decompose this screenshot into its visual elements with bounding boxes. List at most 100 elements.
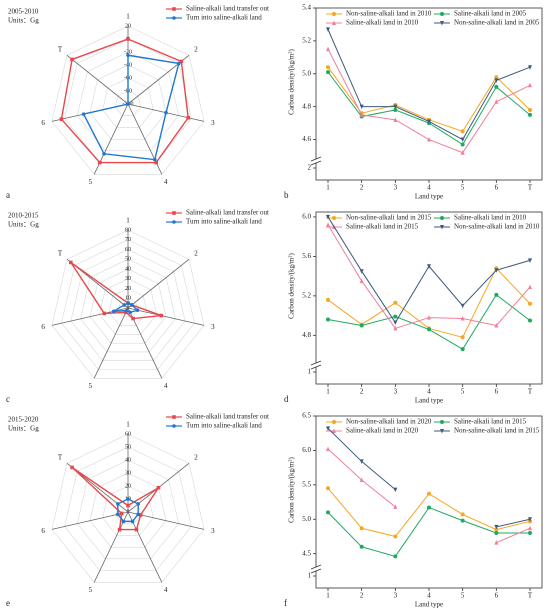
radar-line <box>60 38 189 164</box>
marker <box>326 426 330 431</box>
x-tick-label: T <box>528 592 533 600</box>
y-tick-label: 5.0 <box>302 515 311 523</box>
marker <box>440 216 444 220</box>
y-tick-label: 6.0 <box>302 213 311 221</box>
marker <box>494 292 499 297</box>
y-tick-label: 6.0 <box>302 446 311 454</box>
axis-label: 6 <box>41 119 45 127</box>
x-tick-label: 6 <box>495 184 499 192</box>
legend-label: Saline-alkali land transfer out <box>186 413 269 421</box>
panel-label: b <box>284 190 289 200</box>
radar-axis <box>93 511 129 583</box>
marker <box>134 527 139 532</box>
legend-label: Saline-alkali land in 2010 <box>454 214 527 222</box>
marker <box>528 82 532 88</box>
axis-label: 4 <box>164 586 168 594</box>
x-tick-label: 2 <box>360 592 364 600</box>
marker <box>102 311 107 316</box>
grid-ring <box>99 278 157 335</box>
y-tick-label: 4.8 <box>302 331 311 339</box>
legend-label: Non-saline-alkali land in 2005 <box>454 19 540 27</box>
axis-break-gap <box>311 159 321 163</box>
marker <box>494 99 499 104</box>
marker <box>70 465 74 470</box>
grid-ring <box>51 229 205 379</box>
marker <box>326 297 330 302</box>
marker <box>186 115 191 120</box>
axis-label: 5 <box>89 382 93 390</box>
marker <box>154 160 159 165</box>
marker <box>326 65 330 70</box>
marker <box>359 278 364 284</box>
marker <box>152 157 157 162</box>
marker <box>119 511 124 516</box>
marker <box>81 112 86 116</box>
radar-line <box>70 261 162 320</box>
x-tick-label: 4 <box>427 388 431 396</box>
grid-ring <box>89 268 167 344</box>
y-tick-label: 2 <box>308 164 312 172</box>
y-axis-label: Carbon density/(kg/m²) <box>288 253 296 319</box>
x-tick-label: 5 <box>461 592 465 600</box>
axis-label: 4 <box>164 382 168 390</box>
radar-axis <box>127 307 205 326</box>
legend-label: Non-saline-alkali land in 2010 <box>346 10 432 18</box>
grid-ring <box>89 472 167 548</box>
marker <box>172 16 176 20</box>
marker <box>359 544 364 549</box>
marker <box>172 424 176 428</box>
axis-break <box>310 564 322 570</box>
marker <box>136 512 140 517</box>
marker <box>528 318 532 323</box>
marker <box>126 102 130 106</box>
grid-ring <box>76 459 180 560</box>
grid-ring <box>64 446 192 571</box>
marker <box>528 531 532 536</box>
x-axis-label: Land type <box>415 397 443 405</box>
marker <box>359 459 364 464</box>
marker <box>332 12 336 16</box>
axis-label: 1 <box>126 13 130 21</box>
radar-axis <box>51 511 129 530</box>
plot-frame <box>315 415 543 589</box>
marker <box>156 485 161 490</box>
radar-line <box>82 54 180 161</box>
marker <box>460 512 465 517</box>
x-tick-label: 3 <box>394 184 398 192</box>
marker <box>124 308 129 313</box>
grid-ring <box>108 288 148 326</box>
marker <box>177 61 181 66</box>
axis-label: 1 <box>126 421 130 429</box>
x-tick-label: 1 <box>326 184 330 192</box>
radar-axis <box>127 259 190 309</box>
y-tick-label: 5.2 <box>302 291 311 299</box>
marker <box>122 303 126 307</box>
x-tick-label: 3 <box>394 592 398 600</box>
marker <box>116 502 120 506</box>
marker <box>440 225 444 230</box>
marker <box>136 502 140 506</box>
x-axis-label: Land type <box>415 601 443 609</box>
marker <box>126 53 130 58</box>
marker <box>393 104 398 110</box>
marker <box>494 84 499 89</box>
x-tick-label: 1 <box>326 388 330 396</box>
marker <box>393 325 398 331</box>
axis-label: T <box>58 453 63 461</box>
marker <box>460 335 465 340</box>
legend-label: Non-saline-alkali land in 2015 <box>346 214 432 222</box>
grid-ring <box>80 258 176 353</box>
marker <box>172 211 176 215</box>
marker <box>126 37 130 41</box>
grid-ring <box>70 249 186 362</box>
axis-break <box>310 568 322 574</box>
axis-break <box>310 364 322 370</box>
marker <box>130 303 134 307</box>
series-line <box>327 216 531 324</box>
grid-ring <box>76 51 180 152</box>
axis-label: 6 <box>41 527 45 535</box>
legend-label: Saline-alkali land in 2015 <box>346 223 419 231</box>
marker <box>126 503 130 508</box>
marker <box>427 137 431 142</box>
series-line <box>327 428 531 528</box>
